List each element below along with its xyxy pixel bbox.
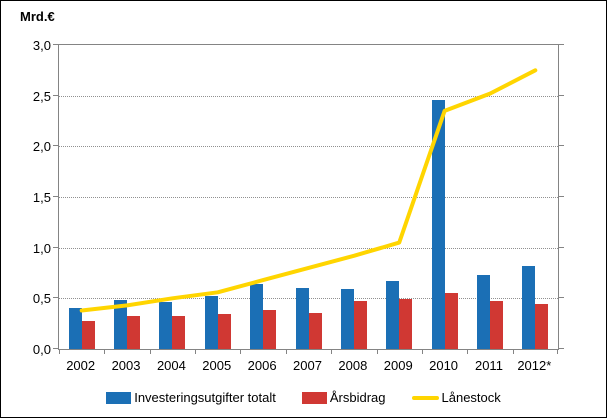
y-axis-tick-right — [559, 297, 564, 299]
x-axis-tick — [421, 350, 423, 354]
bar-investeringsutgifter-totalt-2010 — [431, 99, 445, 349]
y-axis-tick-left — [53, 94, 58, 96]
bar-investeringsutgifter-totalt-2005 — [204, 296, 218, 349]
bar-rsbidrag-2002 — [81, 320, 95, 349]
x-axis-label: 2011 — [474, 358, 503, 373]
bar-rsbidrag-2007 — [308, 312, 322, 349]
y-axis-tick-left — [53, 297, 58, 299]
y-axis-tick-left — [53, 196, 58, 197]
y-axis-tick-right — [559, 145, 564, 147]
y-axis-tick-right — [559, 348, 564, 349]
legend-item-l-nestock: Lånestock — [411, 390, 501, 405]
y-axis-tick-right — [559, 94, 564, 96]
y-axis-tick-left — [53, 44, 58, 45]
x-axis-tick — [59, 350, 60, 354]
bar-investeringsutgifter-totalt-2012 — [522, 265, 536, 349]
x-axis-label: 2005 — [202, 358, 232, 373]
x-axis-tick — [104, 350, 106, 354]
gridline — [59, 298, 558, 300]
y-axis-tick-label: 2,0 — [32, 139, 51, 155]
legend-swatch-icon — [106, 392, 132, 404]
bar-rsbidrag-2006 — [263, 310, 277, 349]
x-axis-tick — [195, 350, 197, 354]
bar-investeringsutgifter-totalt-2011 — [476, 275, 490, 349]
bar-rsbidrag-2011 — [489, 301, 503, 349]
y-axis-tick-left — [53, 348, 58, 349]
bar-investeringsutgifter-totalt-2004 — [159, 302, 173, 349]
legend: Investeringsutgifter totalt Årsbidrag Låne… — [1, 389, 606, 407]
bar-investeringsutgifter-totalt-2006 — [250, 284, 264, 349]
y-axis-tick-left — [53, 145, 58, 147]
x-axis-label: 2007 — [293, 358, 322, 373]
gridline — [59, 247, 558, 249]
legend-label: Lånestock — [441, 390, 501, 405]
x-axis-label: 2004 — [156, 358, 186, 373]
x-axis-label: 2006 — [247, 358, 277, 373]
legend-line-icon — [411, 396, 439, 400]
x-axis-tick — [285, 350, 287, 354]
y-axis-tick-label: 0,0 — [32, 342, 51, 357]
y-axis-tick-right — [559, 196, 564, 197]
x-axis-tick — [149, 350, 151, 354]
bar-rsbidrag-2004 — [172, 315, 186, 349]
y-axis-tick-label: 0,5 — [32, 291, 51, 307]
legend-item-investeringsutgifter-totalt: Investeringsutgifter totalt — [106, 391, 276, 405]
legend-label: Årsbidrag — [329, 390, 386, 405]
bar-rsbidrag-2010 — [444, 293, 458, 349]
gridline — [59, 146, 558, 148]
gridline — [59, 197, 558, 198]
unit-label: Mrd.€ — [20, 9, 55, 24]
legend-label: Investeringsutgifter totalt — [134, 390, 276, 405]
x-axis-tick — [331, 350, 333, 354]
x-axis-label: 2009 — [383, 358, 413, 373]
bar-rsbidrag-2003 — [127, 315, 141, 349]
y-axis-tick-right — [559, 246, 564, 248]
legend-swatch-icon — [301, 392, 327, 404]
y-axis-tick-label: 3,0 — [32, 38, 51, 53]
x-axis-label: 2008 — [338, 358, 368, 373]
x-axis-label: 2003 — [111, 358, 141, 373]
plot-area — [58, 44, 559, 350]
bar-investeringsutgifter-totalt-2007 — [295, 288, 309, 349]
y-axis-tick-right — [559, 44, 564, 45]
bar-investeringsutgifter-totalt-2003 — [114, 300, 128, 349]
y-axis-tick-label: 2,5 — [32, 88, 51, 104]
bar-rsbidrag-2008 — [353, 301, 367, 349]
x-axis-tick — [240, 350, 242, 354]
x-axis-label: 2002 — [66, 358, 96, 373]
y-axis-tick-left — [53, 246, 58, 248]
y-axis-tick-label: 1,5 — [32, 190, 51, 205]
bar-investeringsutgifter-totalt-2009 — [386, 281, 400, 349]
x-axis-tick — [557, 350, 558, 354]
bar-rsbidrag-2012 — [535, 304, 549, 349]
legend-item-rsbidrag: Årsbidrag — [301, 390, 386, 405]
x-axis-tick — [512, 350, 514, 354]
y-axis-tick-label: 1,0 — [32, 240, 51, 256]
x-axis-label: 2010 — [429, 358, 459, 373]
x-axis-tick — [467, 350, 469, 354]
x-axis-tick — [376, 350, 378, 354]
gridline — [59, 95, 558, 97]
bar-investeringsutgifter-totalt-2002 — [68, 308, 82, 349]
l-nestock-line — [79, 68, 538, 313]
bar-rsbidrag-2009 — [399, 299, 413, 349]
x-axis-label: 2012* — [517, 358, 552, 373]
bar-rsbidrag-2005 — [217, 313, 231, 349]
bar-investeringsutgifter-totalt-2008 — [340, 289, 354, 349]
